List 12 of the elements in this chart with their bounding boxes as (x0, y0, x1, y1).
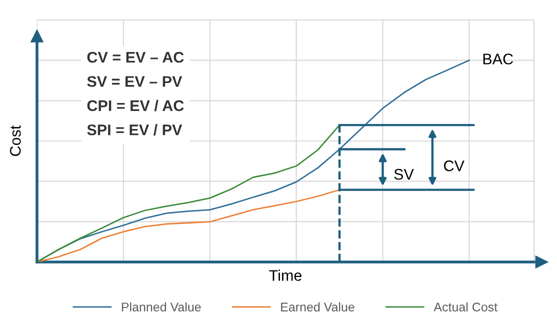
annotation: CPI = EV / AC (87, 100, 184, 112)
legend-label: Planned Value (122, 302, 201, 312)
x-axis-title: Time (269, 270, 302, 281)
annotation: CV = EV – AC (87, 52, 184, 63)
legend-label: Actual Cost (434, 302, 498, 312)
annotation: SV = EV – PV (87, 76, 182, 87)
legend-label: Earned Value (281, 302, 354, 312)
annotation: CV (444, 160, 464, 172)
annotation: SPI = EV / PV (87, 124, 182, 136)
y-axis-title: Cost (10, 125, 21, 156)
annotation: SV (394, 168, 414, 180)
text: BAC (483, 54, 513, 64)
